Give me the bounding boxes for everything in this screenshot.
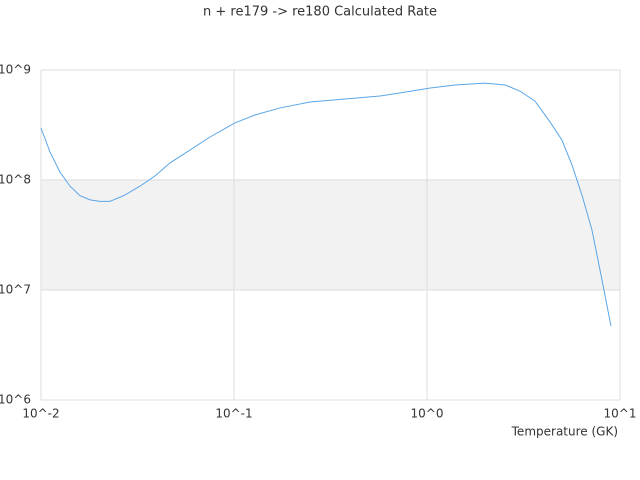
y-tick-label: 10^8 (0, 173, 31, 187)
y-tick-label: 10^9 (0, 63, 31, 77)
grid-band (41, 180, 620, 290)
x-tick-label: 10^0 (411, 407, 444, 421)
x-tick-label: 10^-2 (22, 407, 59, 421)
x-tick-label: 10^-1 (215, 407, 252, 421)
x-axis-label: Temperature (GK) (511, 425, 618, 439)
y-tick-label: 10^7 (0, 283, 31, 297)
data-line (40, 82, 612, 327)
x-tick-label: 10^1 (604, 407, 637, 421)
chart-title: n + re179 -> re180 Calculated Rate (203, 5, 437, 20)
y-tick-label: 10^6 (0, 393, 31, 407)
